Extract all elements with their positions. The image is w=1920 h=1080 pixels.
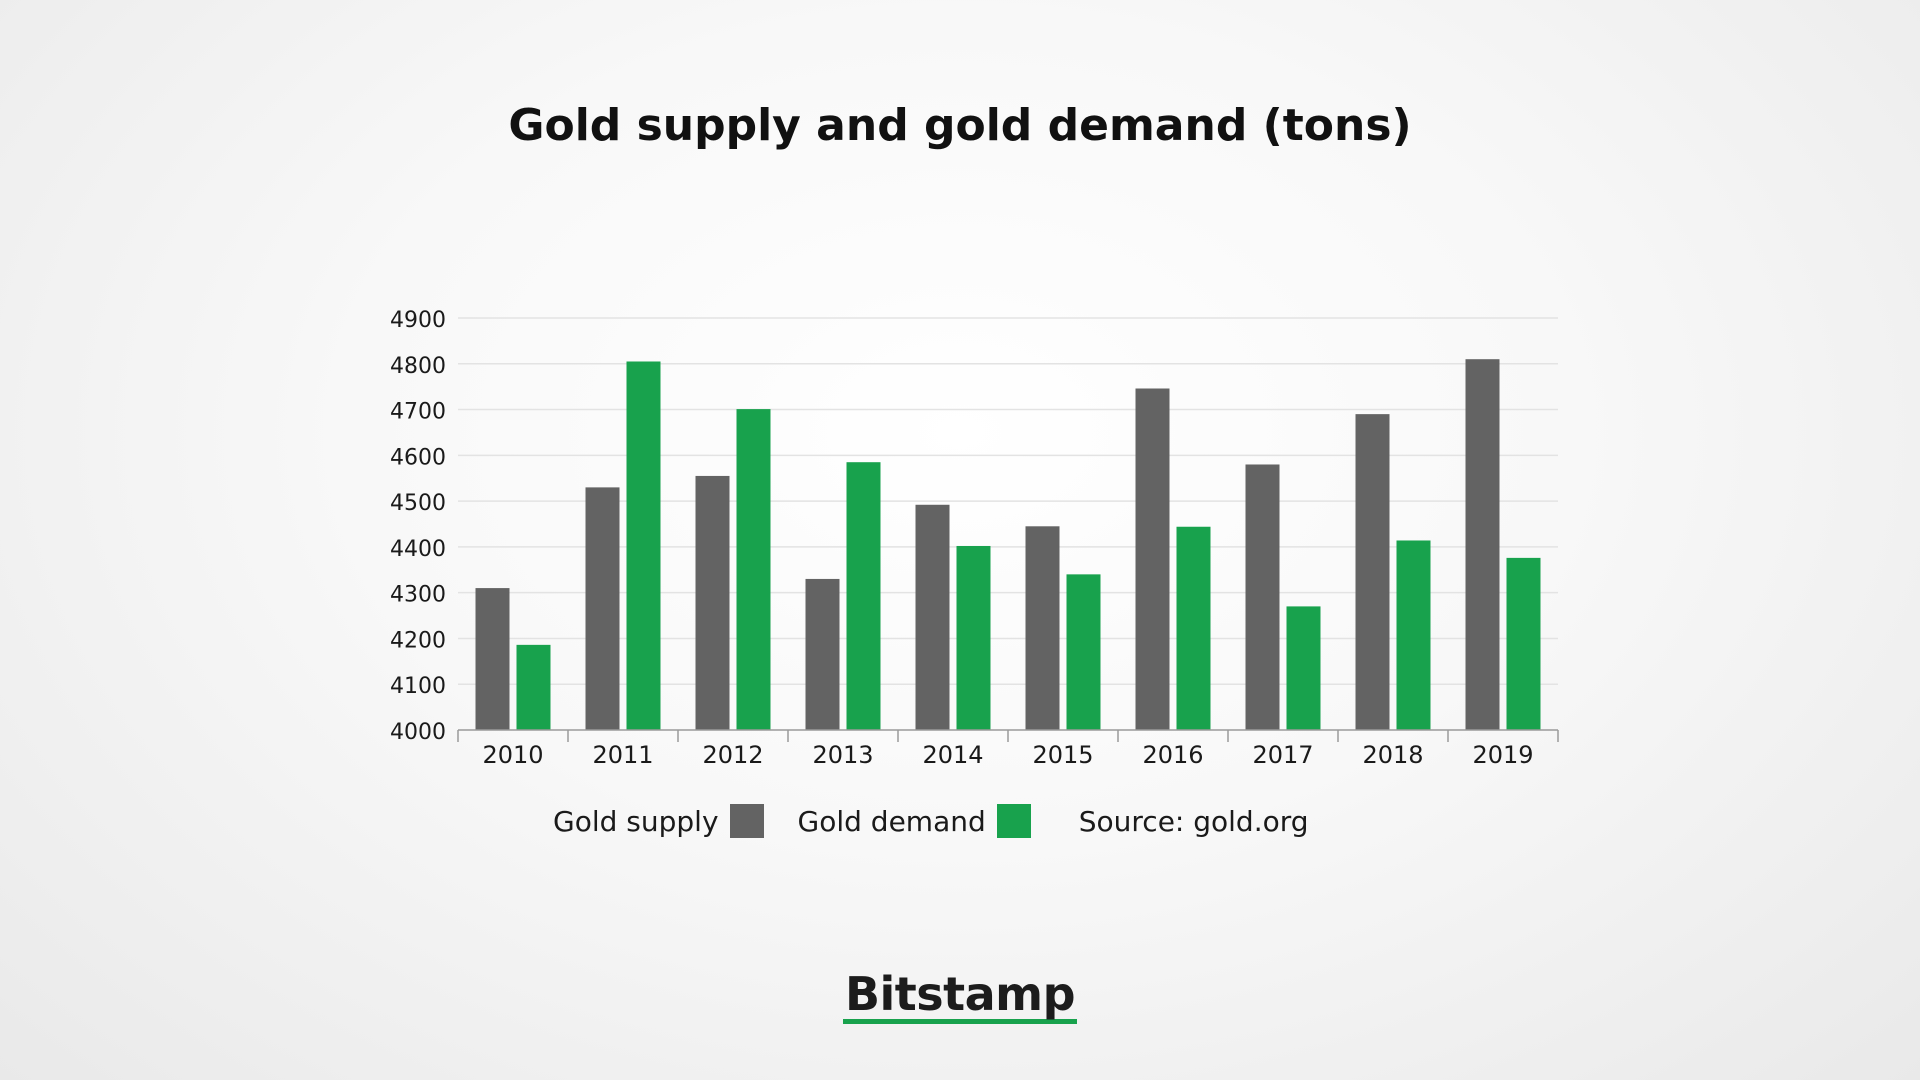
x-axis-tick-labels: 2010 2011 2012 2013 2014 2015 2016 2017 2018 2019 (482, 741, 1533, 769)
y-tick-label: 4600 (390, 445, 446, 470)
bar-demand-2015 (1066, 574, 1101, 730)
x-tick-label: 2018 (1362, 741, 1423, 769)
x-axis (457, 729, 1559, 742)
bar-demand-2019 (1506, 557, 1541, 730)
bar-supply-2010 (475, 588, 510, 730)
bar-demand-2014 (956, 545, 991, 730)
legend-swatch-demand (996, 804, 1031, 838)
bar-supply-2018 (1355, 414, 1390, 730)
x-tick-label: 2010 (482, 741, 543, 769)
bitstamp-logo: Bitstamp (0, 970, 1920, 1024)
legend-swatch-supply (729, 804, 764, 838)
y-tick-label: 4400 (390, 537, 446, 562)
bar-supply-2017 (1245, 464, 1280, 730)
bar-demand-2016 (1176, 526, 1211, 730)
x-tick-label: 2013 (812, 741, 873, 769)
bar-supply-2013 (805, 578, 840, 730)
bar-demand-2011 (626, 361, 661, 730)
y-tick-label: 4900 (390, 308, 446, 333)
bar-demand-2018 (1396, 540, 1431, 730)
logo-text: Bitstamp (842, 970, 1078, 1024)
gridlines (458, 317, 1558, 685)
legend-label-demand: Gold demand (797, 804, 986, 838)
bar-demand-2013 (846, 462, 881, 730)
bar-supply-2012 (695, 475, 730, 730)
y-axis-tick-labels: 4000 4100 4200 4300 4400 4500 4600 4700 4800 4900 (390, 308, 446, 745)
x-tick-label: 2017 (1252, 741, 1313, 769)
x-tick-label: 2015 (1032, 741, 1093, 769)
bar-supply-2019 (1465, 359, 1500, 730)
y-tick-label: 4700 (390, 400, 446, 425)
bar-supply-2016 (1135, 388, 1170, 730)
chart-title: Gold supply and gold demand (tons) (508, 100, 1412, 151)
x-tick-label: 2019 (1472, 741, 1533, 769)
y-tick-label: 4100 (390, 674, 446, 699)
x-tick-label: 2012 (702, 741, 763, 769)
y-tick-label: 4500 (390, 491, 446, 516)
source-note: Source: gold.org (1078, 804, 1309, 838)
x-tick-label: 2011 (592, 741, 653, 769)
bar-demand-2012 (736, 409, 771, 730)
y-tick-label: 4200 (390, 628, 446, 653)
bar-demand-2010 (516, 644, 551, 730)
x-tick-label: 2016 (1142, 741, 1203, 769)
legend-label-supply: Gold supply (553, 804, 719, 838)
bar-supply-2015 (1025, 526, 1060, 730)
bar-supply-2014 (915, 504, 950, 730)
bar-supply-2011 (585, 487, 620, 730)
y-tick-label: 4800 (390, 354, 446, 379)
legend: Gold supply Gold demand Source: gold.org (553, 800, 1309, 842)
bars (475, 359, 1541, 730)
y-tick-label: 4000 (390, 720, 446, 745)
y-tick-label: 4300 (390, 583, 446, 608)
bar-demand-2017 (1286, 606, 1321, 730)
x-tick-label: 2014 (922, 741, 983, 769)
